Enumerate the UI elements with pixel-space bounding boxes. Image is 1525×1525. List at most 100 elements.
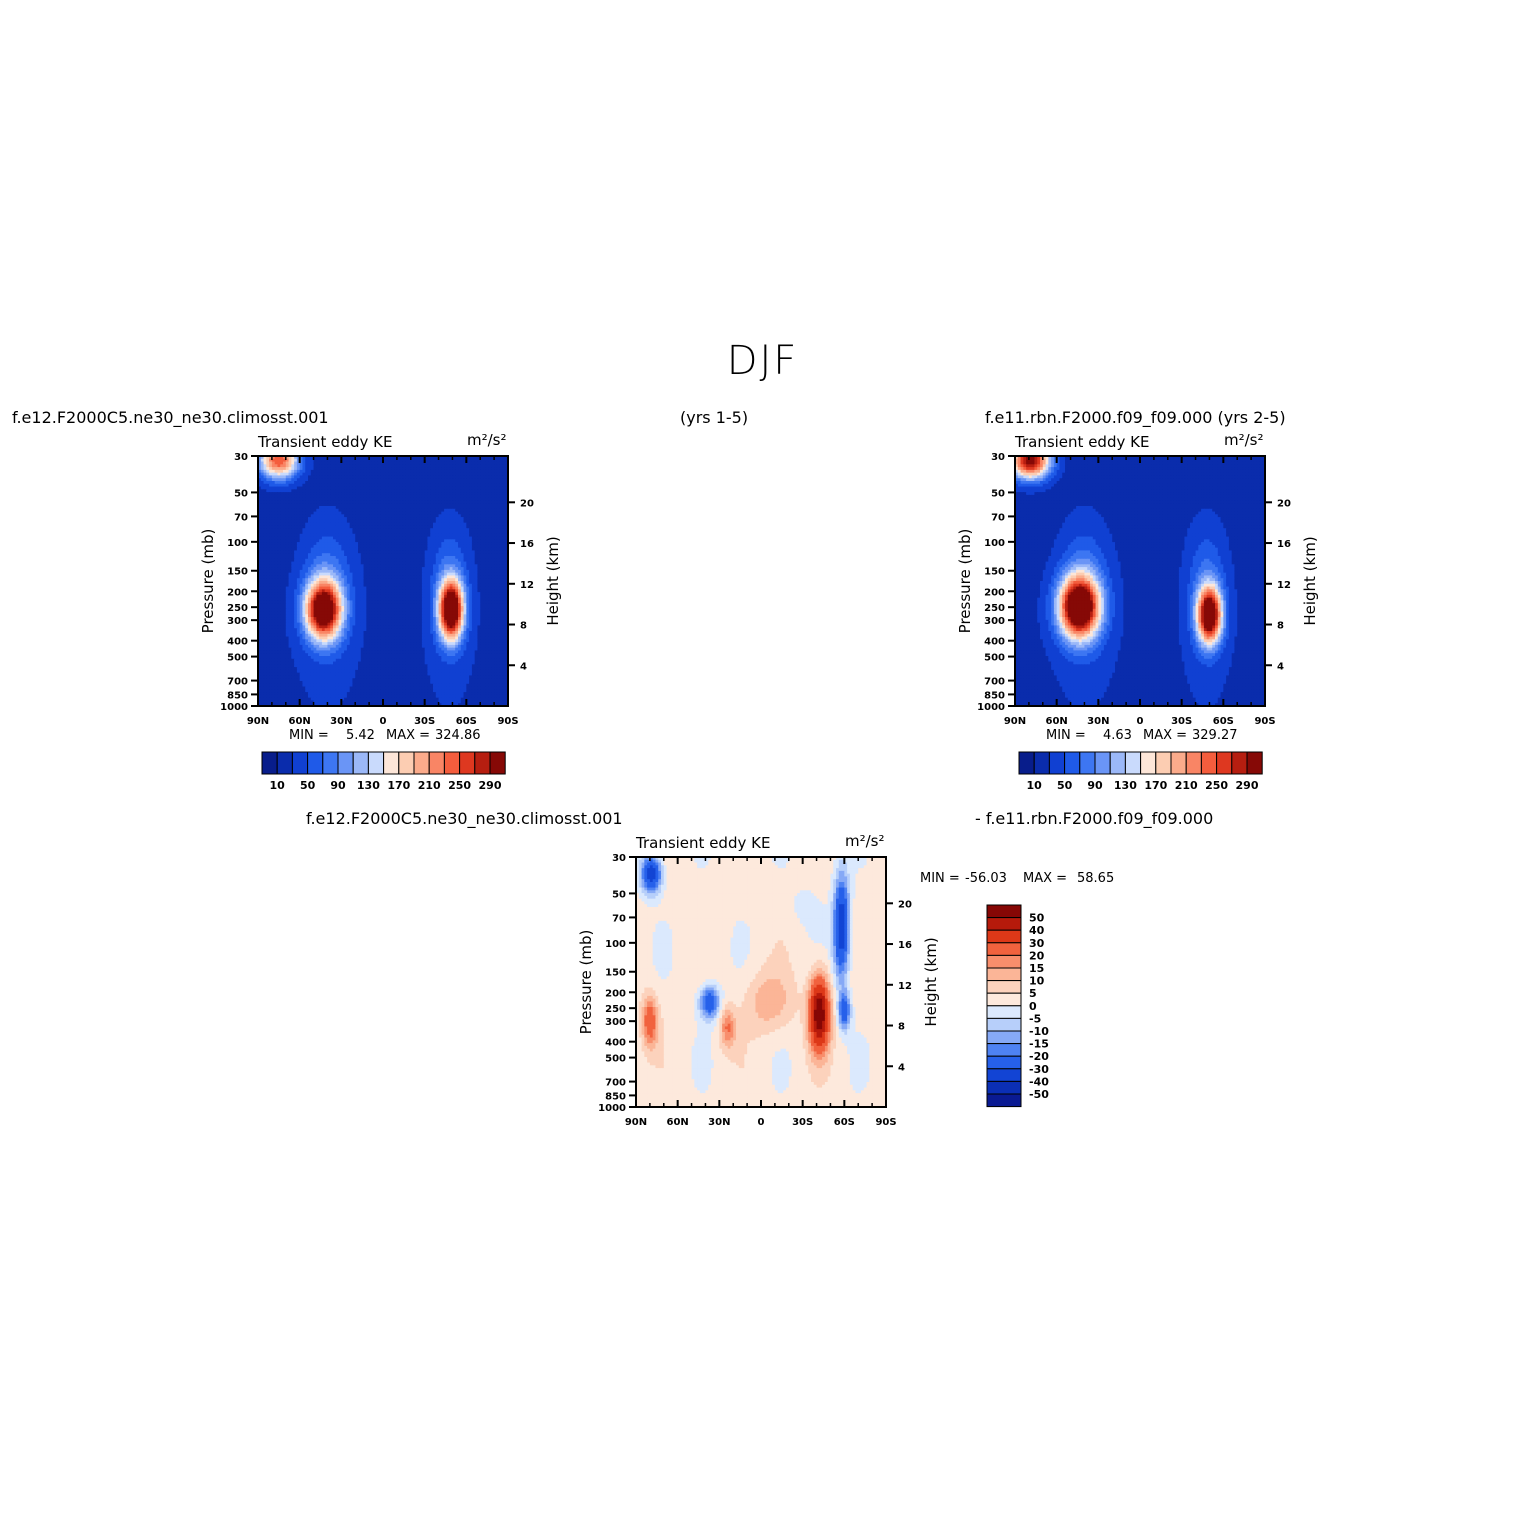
panel1-contour-cell (383, 494, 387, 499)
panel1-contour-cell (402, 467, 406, 471)
panel1-contour-cell (405, 481, 409, 485)
panel1-contour-cell (477, 458, 481, 463)
panel1-contour-cell (496, 489, 501, 493)
panel1-contour-cell (338, 486, 342, 490)
panel1-contour-plot: 90N 60N 30N 0 30S 60S 90S305070100150200250300… (199, 452, 562, 727)
panel1-contour-cell (438, 500, 442, 504)
panel1-contour-cell (333, 464, 337, 468)
panel1-contour-cell (369, 481, 373, 485)
panel1-contour-cell (352, 481, 356, 485)
panel1-contour-cell (316, 500, 320, 504)
panel1-contour-cell (438, 461, 442, 465)
panel1-contour-cell (477, 500, 481, 504)
panel1-contour-cell (399, 467, 404, 471)
panel1-contour-cell (471, 475, 476, 479)
panel1-contour-cell (355, 458, 359, 463)
panel1-contour-cell (502, 475, 506, 479)
panel1-contour-cell (396, 456, 401, 460)
panel1-contour-cell (416, 500, 420, 504)
panel1-contour-cell (413, 497, 417, 502)
panel1-contour-cell (316, 478, 320, 482)
panel1-contour-cell (352, 472, 356, 477)
panel1-contour-cell (435, 461, 440, 465)
panel1-contour-cell (460, 483, 465, 488)
panel1-contour-cell (360, 494, 365, 499)
panel1-contour-cell (494, 456, 498, 460)
panel1-contour-cell (363, 492, 367, 496)
panel1-contour-cell (269, 483, 273, 488)
panel1-contour-cell (430, 497, 434, 502)
panel1-contour-cell (394, 492, 398, 496)
panel1-contour-cell (488, 461, 492, 465)
panel1-contour-cell (321, 456, 326, 460)
panel1-contour-cell (280, 461, 284, 465)
panel1-contour-cell (263, 503, 267, 507)
panel1-contour-cell (477, 483, 481, 488)
panel1-contour-cell (358, 481, 362, 485)
panel1-contour-cell (280, 458, 284, 463)
panel1-contour-cell (369, 475, 373, 479)
panel1-contour-cell (427, 478, 431, 482)
panel1-contour-cell (480, 475, 484, 479)
panel1-contour-cell (308, 456, 312, 460)
panel1-contour-cell (419, 494, 423, 499)
panel1-contour-cell (324, 464, 329, 468)
panel1-contour-cell (444, 469, 448, 474)
panel1-contour-cell (291, 497, 295, 502)
panel1-contour-cell (410, 475, 415, 479)
panel1-contour-cell (335, 461, 340, 465)
panel1-contour-cell (421, 494, 426, 499)
panel1-contour-cell (299, 456, 304, 460)
panel1-contour-cell (408, 469, 412, 474)
panel1-contour-cell (410, 464, 415, 468)
panel1-contour-cell (494, 458, 498, 463)
panel1-contour-cell (416, 486, 420, 490)
panel1-contour-cell (355, 472, 359, 477)
panel1-contour-cell (288, 475, 292, 479)
panel1-contour-cell (485, 475, 490, 479)
panel1-contour-cell (396, 492, 401, 496)
panel1-contour-cell (469, 469, 473, 474)
panel1-contour-cell (349, 500, 354, 504)
panel1-contour-cell (441, 478, 445, 482)
panel1-contour-cell (433, 481, 437, 485)
panel1-contour-cell (435, 481, 440, 485)
panel1-contour-cell (285, 486, 290, 490)
panel1-contour-cell (408, 483, 412, 488)
panel1-contour-cell (308, 461, 312, 465)
panel1-contour-cell (313, 478, 317, 482)
panel1-contour-cell (377, 489, 381, 493)
panel1-contour-cell (366, 475, 370, 479)
panel1-contour-cell (488, 481, 492, 485)
panel1-contour-cell (316, 461, 320, 465)
panel1-contour-cell (344, 483, 348, 488)
panel1-contour-cell (496, 478, 501, 482)
panel1-contour-cell (371, 478, 376, 482)
panel1-contour-cell (491, 481, 495, 485)
panel1-contour-cell (310, 469, 315, 474)
panel1-contour-cell (319, 500, 323, 504)
panel1-contour-cell (469, 483, 473, 488)
panel1-contour-cell (363, 461, 367, 465)
panel1-contour-cell (260, 475, 265, 479)
panel1-contour-cell (466, 494, 470, 499)
panel1-contour-cell (291, 481, 295, 485)
panel1-contour-cell (446, 483, 451, 488)
panel1-contour-cell (366, 489, 370, 493)
panel1-contour-cell (319, 481, 323, 485)
panel1-contour-cell (263, 472, 267, 477)
panel1-contour-cell (413, 492, 417, 496)
panel1-contour-cell (269, 497, 273, 502)
panel1-contour-cell (333, 456, 337, 460)
panel1-contour-cell (499, 475, 504, 479)
panel1-contour-cell (369, 456, 373, 460)
panel1-contour-cell (410, 456, 415, 460)
panel1-contour-cell (466, 497, 470, 502)
panel1-contour-cell (469, 456, 473, 460)
panel1-contour-cell (469, 489, 473, 493)
panel1-contour-cell (427, 494, 431, 499)
panel1-contour-cell (313, 458, 317, 463)
panel1-contour-cell (333, 483, 337, 488)
panel1-contour-cell (377, 481, 381, 485)
panel1-contour-cell (308, 494, 312, 499)
